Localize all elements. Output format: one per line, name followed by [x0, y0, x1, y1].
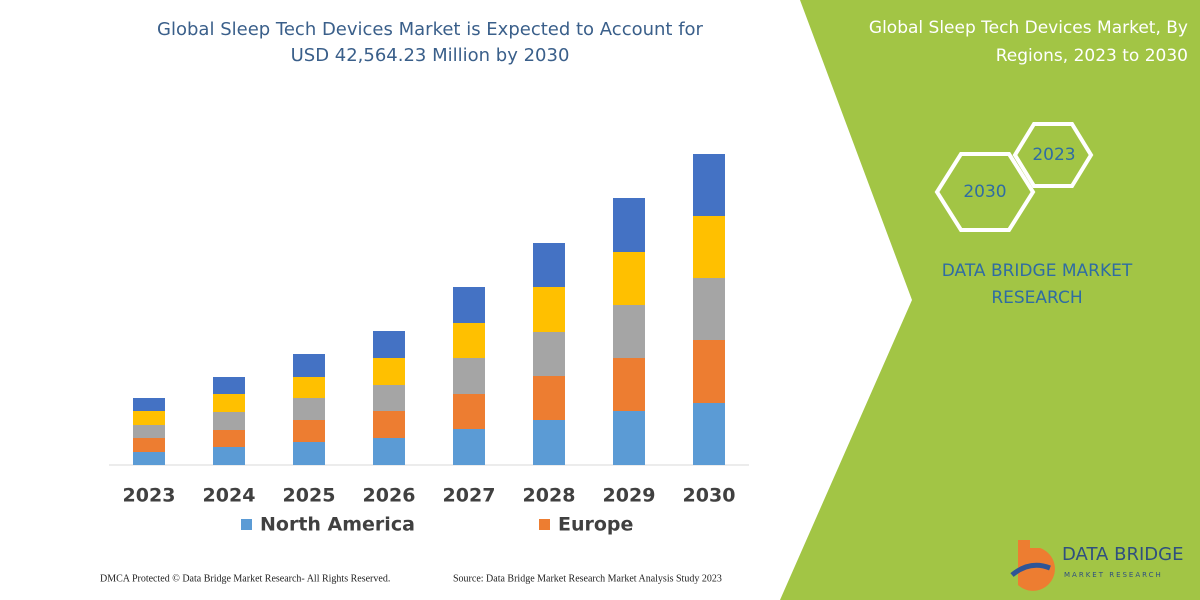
chart-title: USD 42,564.23 Million by 2030 [291, 45, 570, 66]
hexagon-label: 2030 [963, 182, 1006, 202]
footer-source: Source: Data Bridge Market Research Mark… [453, 573, 722, 584]
bar-segment [293, 354, 325, 377]
x-tick-label: 2025 [283, 485, 336, 507]
bar-segment [693, 278, 725, 340]
bar-segment [133, 398, 165, 411]
bar-segment [133, 452, 165, 465]
x-tick-label: 2027 [443, 485, 496, 507]
bar-segment [293, 398, 325, 420]
bar-segment [213, 430, 245, 447]
logo-mark [1010, 562, 1051, 577]
bar-segment [293, 377, 325, 398]
footer-copyright: DMCA Protected © Data Bridge Market Rese… [100, 573, 390, 584]
hexagon [934, 152, 1036, 232]
bar-segment [373, 411, 405, 438]
logo: DATA BRIDGE MARKET RESEARCH [1010, 540, 1183, 591]
bar-segment [613, 305, 645, 358]
legend-swatch [539, 519, 550, 530]
bar-segment [453, 323, 485, 358]
bar-segment [373, 438, 405, 465]
side-title: Global Sleep Tech Devices Market, By [869, 18, 1188, 38]
bar-segment [293, 420, 325, 442]
bar-segment [693, 216, 725, 278]
bar-segment [533, 376, 565, 420]
x-tick-label: 2026 [363, 485, 416, 507]
bar-segment [373, 331, 405, 358]
side-panel [780, 0, 1200, 600]
bar-segment [373, 385, 405, 411]
bar-segment [133, 411, 165, 425]
logo-name: DATA BRIDGE [1062, 544, 1183, 565]
bar-segment [213, 412, 245, 430]
x-tick-label: 2030 [683, 485, 736, 507]
bar-segment [533, 243, 565, 287]
hexagon [1012, 122, 1094, 188]
bar-segment [613, 198, 645, 252]
bar-segment [453, 287, 485, 323]
legend-swatch [241, 519, 252, 530]
x-tick-label: 2024 [203, 485, 256, 507]
brand: RESEARCH [991, 288, 1082, 308]
bar-segment [293, 442, 325, 465]
legend-label: Europe [558, 514, 633, 536]
bar-segment [133, 438, 165, 452]
bar-segment [533, 332, 565, 376]
chart-title: Global Sleep Tech Devices Market is Expe… [157, 19, 703, 40]
legend-label: North America [260, 514, 415, 536]
brand: DATA BRIDGE MARKET [942, 261, 1133, 281]
bar-segment [373, 358, 405, 385]
bar-segment [613, 252, 645, 305]
bar-segment [533, 420, 565, 465]
x-tick-label: 2023 [123, 485, 176, 507]
side-title: Regions, 2023 to 2030 [996, 46, 1188, 66]
x-tick-label: 2028 [523, 485, 576, 507]
bar-segment [453, 358, 485, 394]
hexagon-label: 2023 [1032, 145, 1075, 165]
bar-segment [693, 403, 725, 465]
bar-segment [453, 394, 485, 429]
bar-segment [613, 411, 645, 465]
bar-segment [613, 358, 645, 411]
bar-segment [213, 394, 245, 412]
bar-segment [213, 447, 245, 465]
logo-tagline: MARKET RESEARCH [1064, 571, 1163, 579]
bar-segment [213, 377, 245, 394]
bar-segment [693, 154, 725, 216]
x-tick-label: 2029 [603, 485, 656, 507]
bar-segment [133, 425, 165, 438]
bar-segment [693, 340, 725, 403]
bar-segment [533, 287, 565, 332]
bar-segment [453, 429, 485, 465]
